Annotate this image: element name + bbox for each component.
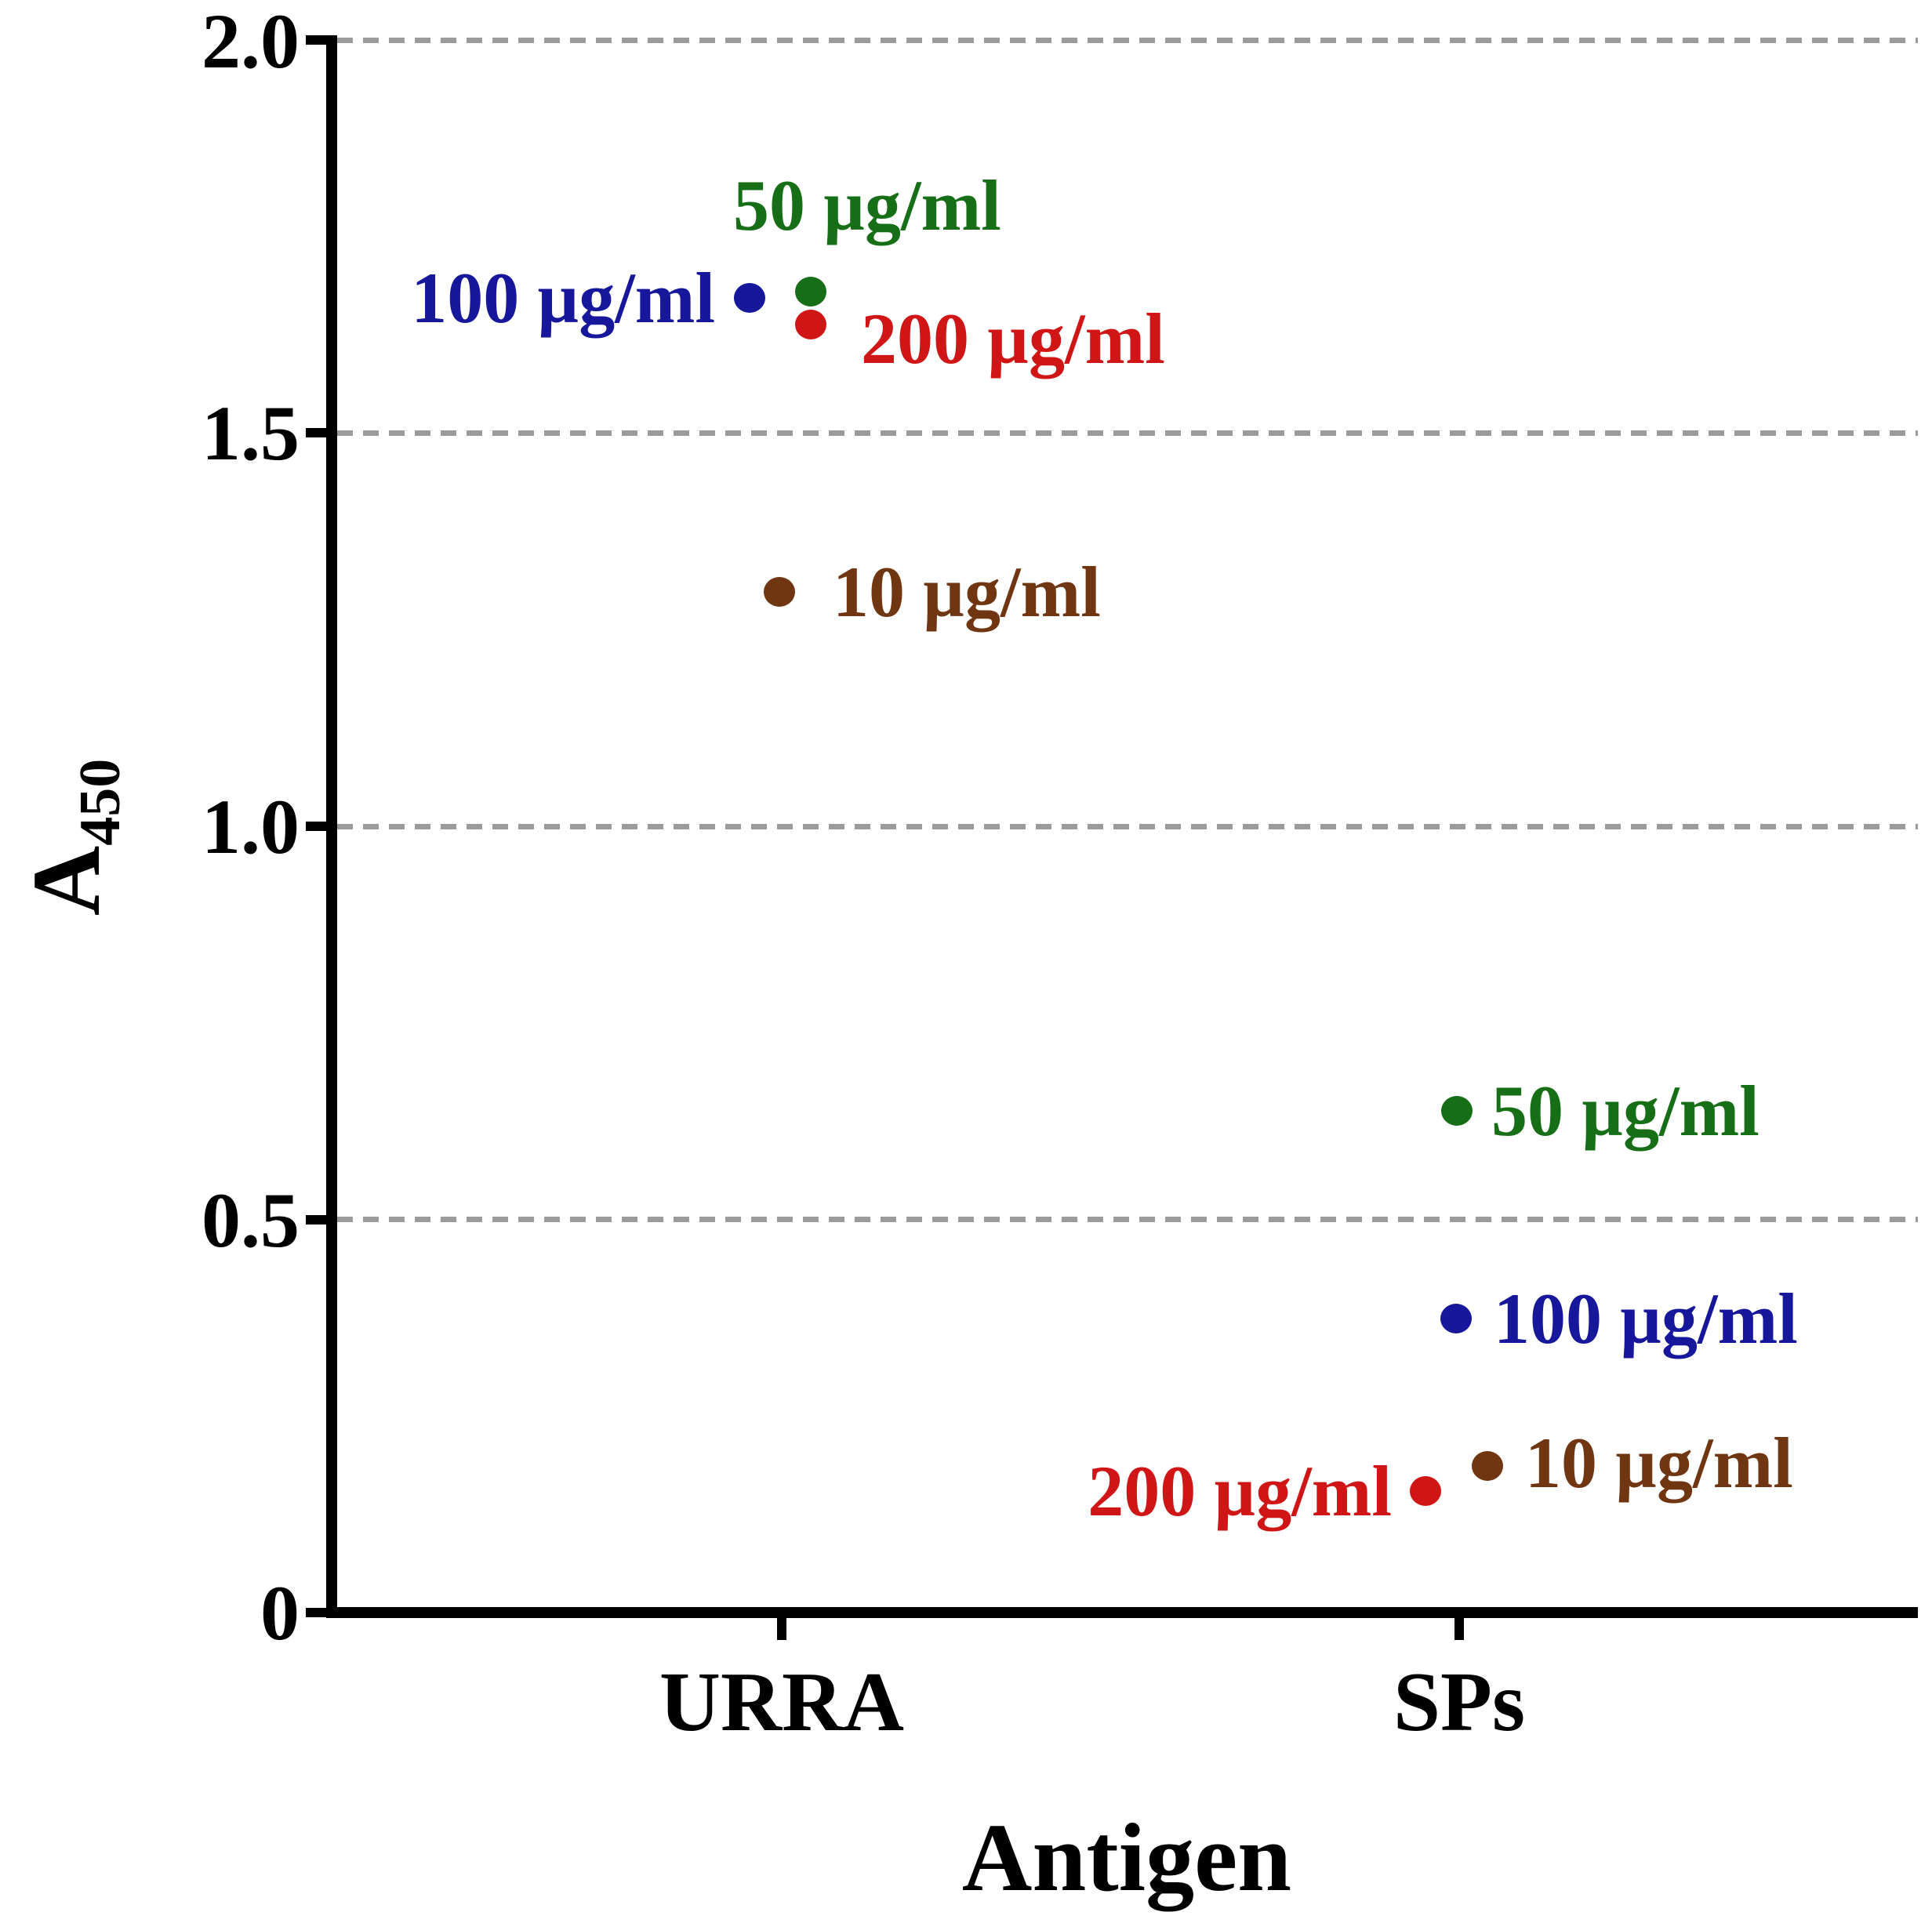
point-label-urra-10: 10 µg/ml bbox=[833, 552, 1101, 632]
y-tick-2.0 bbox=[306, 35, 327, 45]
scatter-dot-sps-200 bbox=[1410, 1476, 1441, 1506]
x-axis-line bbox=[326, 1607, 1918, 1618]
gridline-1.0 bbox=[337, 824, 1918, 829]
scatter-dot-urra-10 bbox=[764, 577, 795, 607]
y-tick-1.5 bbox=[306, 428, 327, 437]
point-label-sps-10: 10 µg/ml bbox=[1525, 1423, 1793, 1503]
point-label-sps-50: 50 µg/ml bbox=[1491, 1071, 1760, 1151]
y-tick-label: 1.5 bbox=[202, 390, 300, 477]
y-tick-label: 0 bbox=[260, 1569, 300, 1656]
x-axis-title: Antigen bbox=[961, 1804, 1292, 1911]
y-tick-0.5 bbox=[306, 1215, 327, 1225]
gridline-0.5 bbox=[337, 1217, 1918, 1222]
y-tick-0 bbox=[306, 1608, 327, 1617]
scatter-dot-sps-50 bbox=[1441, 1096, 1473, 1126]
y-tick-label: 2.0 bbox=[202, 0, 300, 85]
scatter-dot-sps-100 bbox=[1440, 1304, 1472, 1333]
point-label-sps-100: 100 µg/ml bbox=[1494, 1279, 1798, 1359]
point-label-urra-100: 100 µg/ml bbox=[411, 258, 715, 338]
y-axis-title: A450 bbox=[12, 680, 133, 994]
scatter-dot-urra-100 bbox=[734, 283, 765, 313]
scatter-dot-urra-200 bbox=[795, 310, 826, 339]
y-tick-label: 0.5 bbox=[202, 1177, 300, 1264]
x-tick-sps bbox=[1454, 1618, 1464, 1640]
x-category-label-urra: URRA bbox=[659, 1656, 904, 1749]
x-tick-urra bbox=[777, 1618, 786, 1640]
scatter-dot-urra-50 bbox=[795, 277, 826, 307]
point-label-sps-200: 200 µg/ml bbox=[1088, 1451, 1392, 1531]
scatter-dot-sps-10 bbox=[1472, 1451, 1503, 1481]
point-label-urra-50: 50 µg/ml bbox=[733, 165, 1001, 245]
point-label-urra-200: 200 µg/ml bbox=[861, 299, 1165, 379]
gridline-2.0 bbox=[337, 38, 1918, 43]
y-tick-label: 1.0 bbox=[202, 783, 300, 870]
y-axis-title-base: A bbox=[13, 845, 120, 916]
x-category-label-sps: SPs bbox=[1393, 1656, 1526, 1749]
gridline-1.5 bbox=[337, 430, 1918, 436]
y-tick-1.0 bbox=[306, 822, 327, 831]
y-axis-line bbox=[326, 35, 337, 1618]
y-axis-title-subscript: 450 bbox=[68, 758, 133, 846]
